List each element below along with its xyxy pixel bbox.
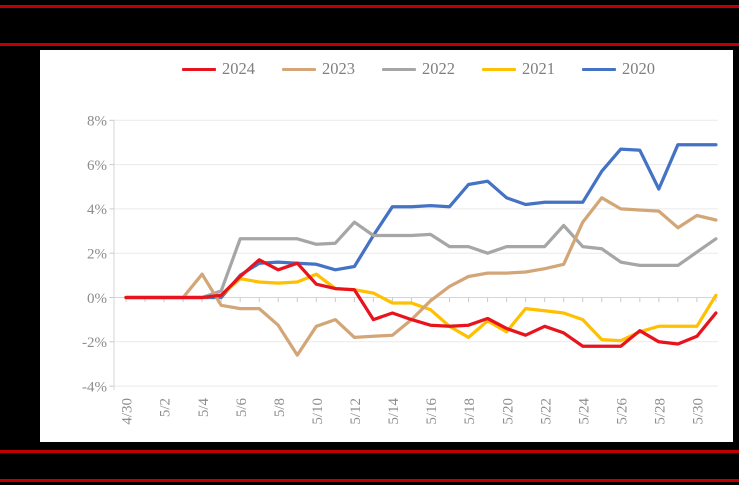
legend-label: 2023 — [322, 59, 355, 78]
legend-label: 2024 — [222, 59, 255, 78]
legend-item-2020: 2020 — [582, 59, 655, 78]
x-tick-label: 5/14 — [386, 398, 402, 425]
legend-item-2024: 2024 — [182, 59, 255, 78]
legend-swatch — [282, 67, 316, 71]
legend-item-2021: 2021 — [482, 59, 555, 78]
x-tick-label: 5/2 — [158, 398, 174, 417]
y-tick-label: 4% — [87, 202, 107, 218]
series-line-2023 — [124, 196, 718, 357]
legend-label: 2021 — [522, 59, 555, 78]
top-accent-line-1 — [0, 5, 739, 8]
x-tick-label: 4/30 — [120, 398, 136, 425]
series-line-2020 — [124, 143, 718, 300]
bottom-accent-line-1 — [0, 450, 739, 453]
legend-item-2023: 2023 — [282, 59, 355, 78]
legend-swatch — [482, 67, 516, 71]
legend-swatch — [582, 67, 616, 71]
y-tick-label: 2% — [87, 246, 107, 262]
x-tick-label: 5/24 — [576, 398, 592, 425]
x-tick-label: 5/12 — [348, 398, 364, 425]
x-tick-label: 5/22 — [538, 398, 554, 425]
series-line-2021 — [124, 272, 718, 343]
x-tick-label: 5/28 — [653, 398, 669, 425]
legend-label: 2022 — [422, 59, 455, 78]
x-tick-label: 5/6 — [234, 398, 250, 418]
series-line-2024 — [124, 258, 718, 348]
x-tick-label: 5/4 — [196, 398, 212, 418]
x-tick-label: 5/10 — [310, 398, 326, 425]
legend-item-2022: 2022 — [382, 59, 455, 78]
legend-label: 2020 — [622, 59, 655, 78]
top-accent-line-2 — [0, 43, 739, 46]
x-tick-label: 5/30 — [691, 398, 707, 425]
legend: 2024 2023 2022 2021 2020 — [104, 59, 733, 78]
x-tick-label: 5/18 — [462, 398, 478, 425]
legend-swatch — [182, 67, 216, 71]
y-tick-label: -4% — [82, 379, 107, 395]
y-tick-label: 8% — [87, 114, 107, 130]
x-tick-label: 5/20 — [500, 398, 516, 425]
bottom-accent-line-2 — [0, 479, 739, 482]
y-tick-label: 6% — [87, 158, 107, 174]
x-tick-label: 5/8 — [272, 398, 288, 417]
legend-swatch — [382, 67, 416, 71]
chart-panel: 8% 6% 4% 2% 0% -2% -4% 4/30 5/2 5/4 5/6 5/8 5/10 5/12… — [40, 50, 733, 442]
chart: 8% 6% 4% 2% 0% -2% -4% 4/30 5/2 5/4 5/6 5/8 5/10 5/12… — [82, 114, 718, 425]
x-tick-label: 5/16 — [424, 398, 440, 425]
y-tick-label: 0% — [87, 291, 107, 307]
series-line-2022 — [124, 220, 718, 300]
y-tick-label: -2% — [82, 335, 107, 351]
x-tick-label: 5/26 — [614, 398, 630, 425]
